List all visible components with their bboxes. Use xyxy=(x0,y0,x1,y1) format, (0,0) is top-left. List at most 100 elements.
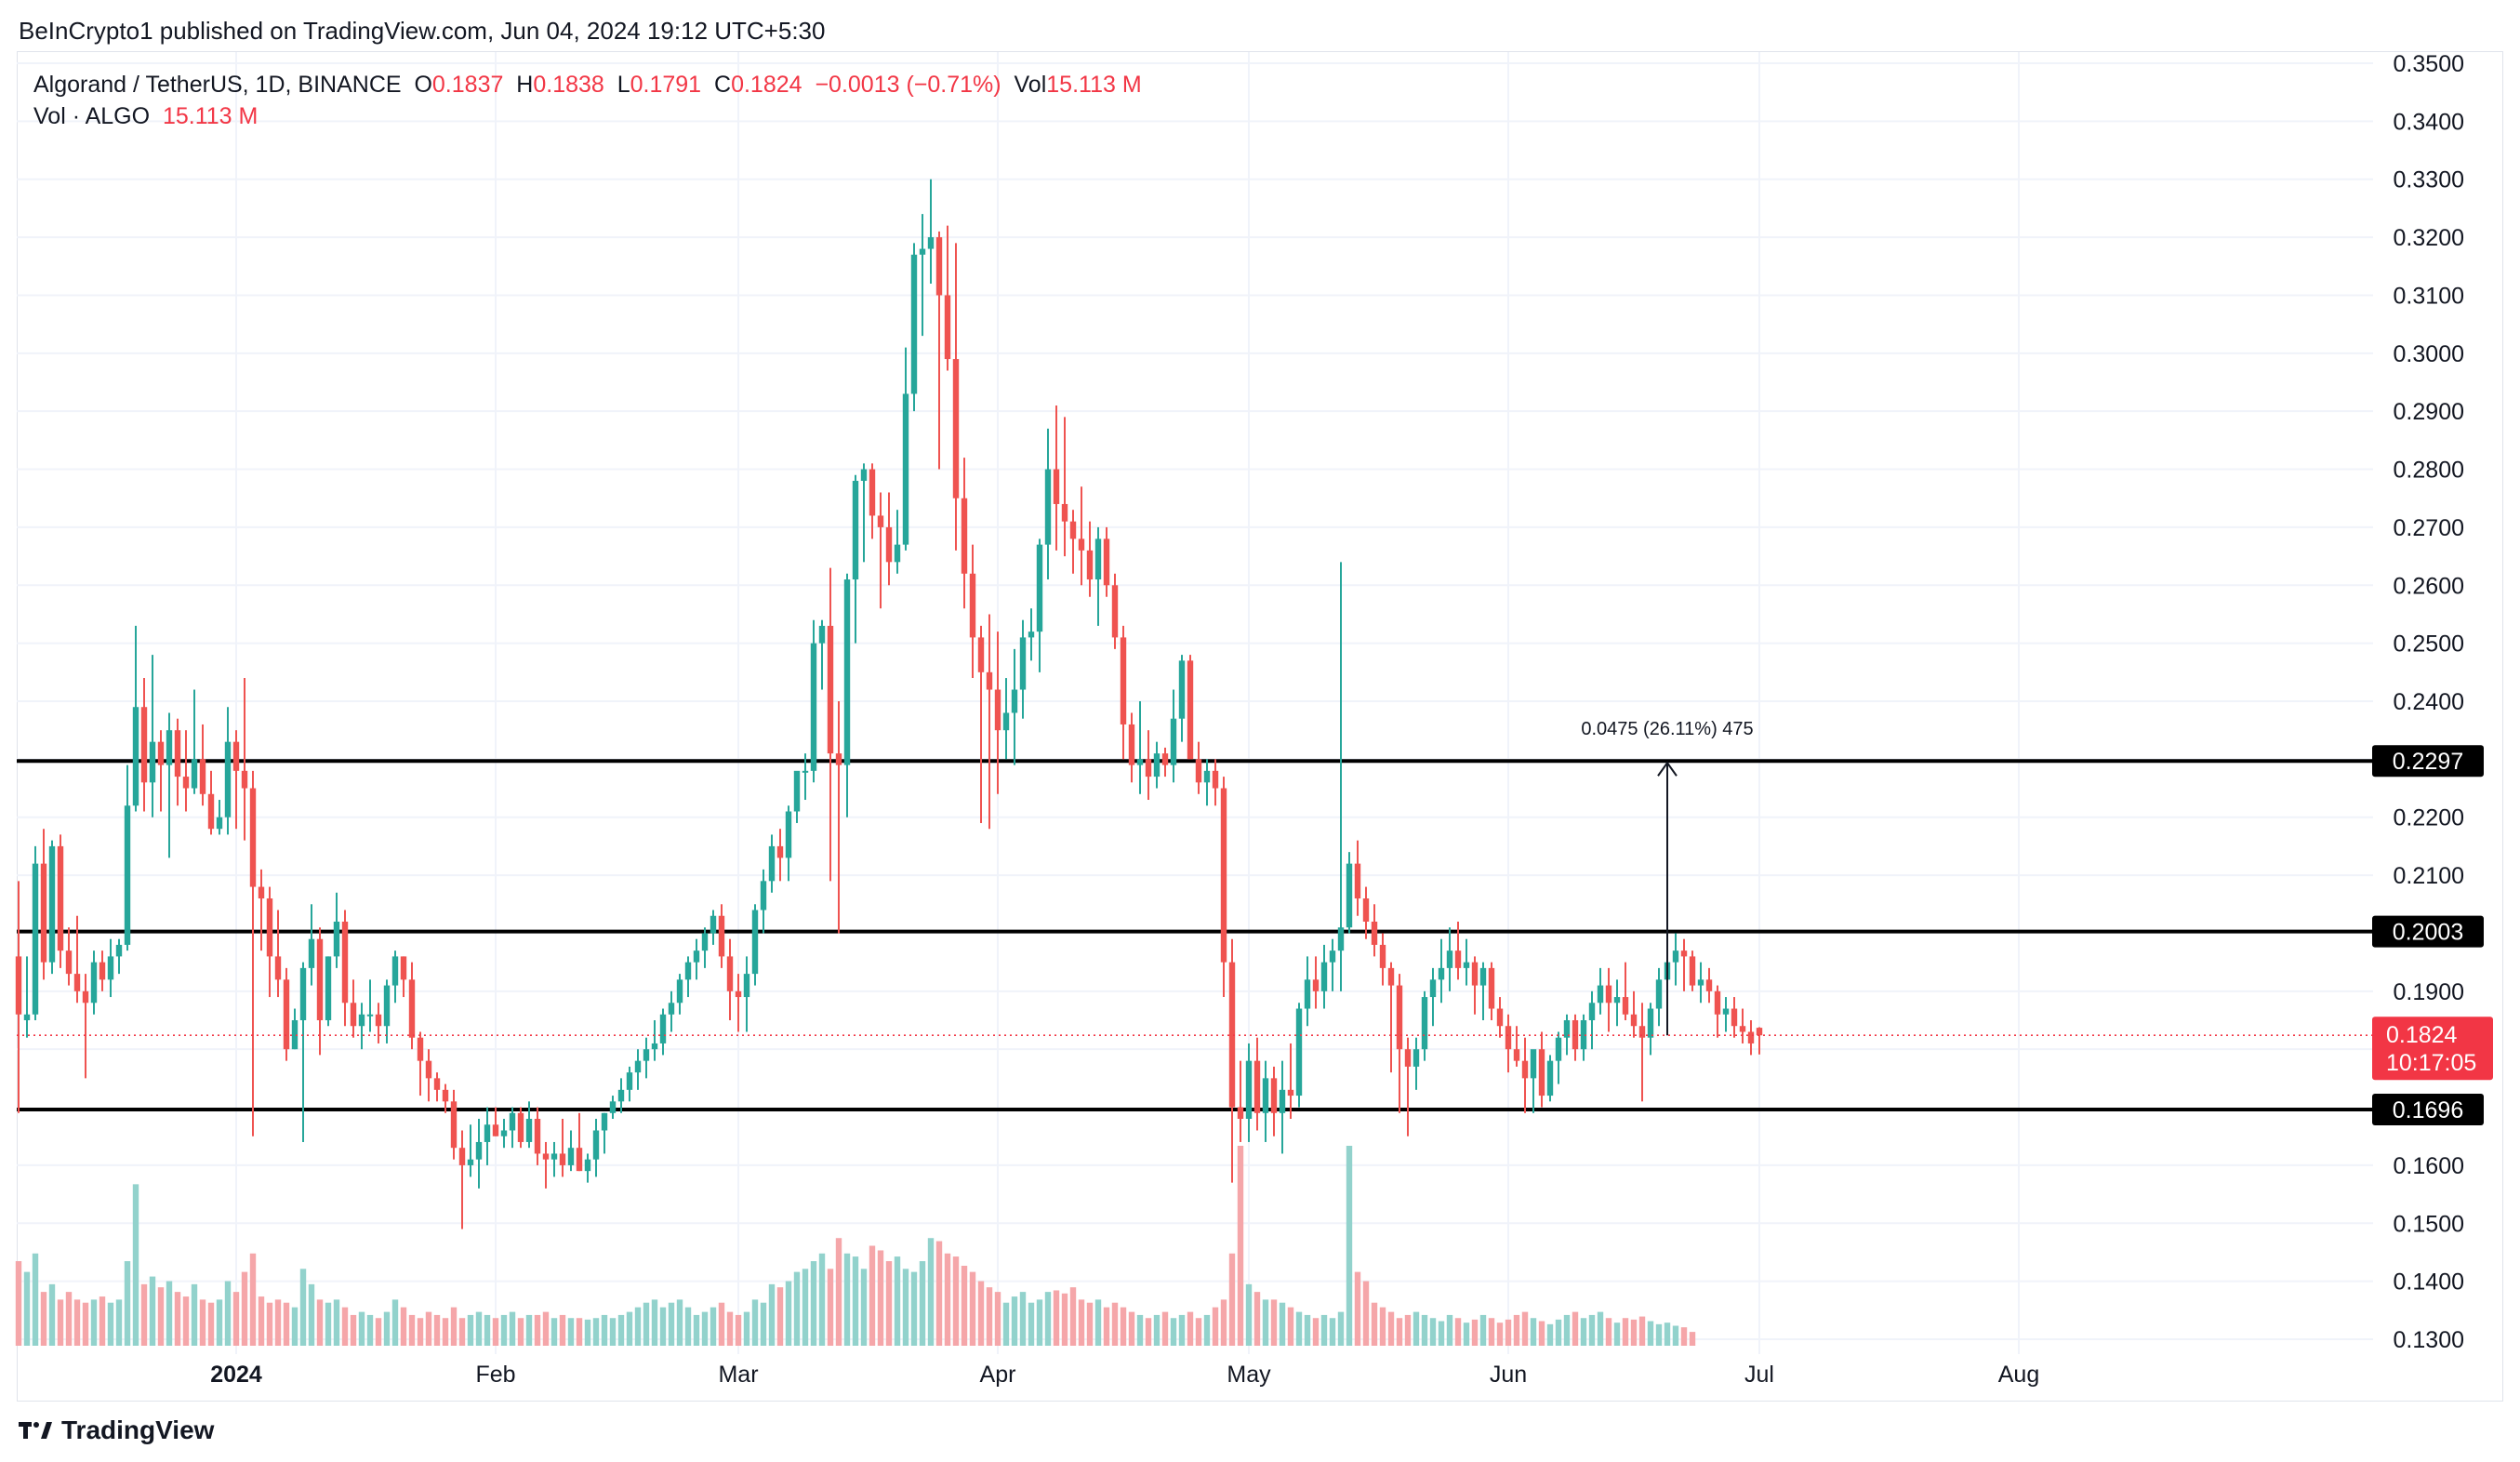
candle-body xyxy=(994,689,1001,731)
volume-bar xyxy=(935,1241,943,1346)
candle xyxy=(1312,956,1320,1009)
candle-body xyxy=(1538,1049,1545,1096)
symbol-title[interactable]: Algorand / TetherUS, 1D, BINANCE xyxy=(33,72,402,98)
volume-bar xyxy=(1304,1314,1311,1346)
change-value: −0.0013 (−0.71%) xyxy=(815,72,1001,98)
candle xyxy=(1136,701,1144,794)
volume-bar xyxy=(1028,1302,1035,1346)
volume-bar xyxy=(751,1299,759,1346)
volume-bar xyxy=(73,1299,81,1346)
volume-bar xyxy=(1396,1318,1403,1346)
volume-bar xyxy=(458,1318,466,1346)
volume-bar xyxy=(1530,1318,1537,1346)
candle xyxy=(877,492,884,609)
candle xyxy=(157,730,165,812)
candle xyxy=(1195,741,1202,794)
candle-body xyxy=(90,962,98,1003)
candle-body xyxy=(124,805,131,945)
volume-bar xyxy=(32,1253,39,1346)
axis-layer: 0.3500 0.3400 0.3300 0.3200 0.3100 0.3000 0.29… xyxy=(210,51,2493,1388)
volume-bar xyxy=(341,1307,349,1346)
candle-body xyxy=(1739,1026,1746,1032)
candle-body xyxy=(266,898,273,957)
candle-body xyxy=(793,770,801,812)
candle-body xyxy=(818,625,826,644)
candle-body xyxy=(1471,962,1479,986)
candle xyxy=(1220,777,1227,998)
candle-body xyxy=(1329,950,1336,963)
volume-bar xyxy=(48,1283,56,1346)
candle xyxy=(1747,1020,1755,1056)
overlay-layer: 0.0475 (26.11%) 475 xyxy=(17,719,2373,1037)
volume-bar xyxy=(668,1302,675,1346)
volume-bar xyxy=(1605,1318,1612,1346)
candle-body xyxy=(191,759,198,789)
candle-body xyxy=(919,248,926,255)
volume-bar xyxy=(82,1302,89,1346)
volume-bar xyxy=(1253,1292,1261,1346)
candle xyxy=(517,1107,524,1149)
volume-bar xyxy=(986,1287,993,1346)
volume-bar xyxy=(676,1299,683,1346)
volume-bar xyxy=(1471,1319,1479,1346)
volume-bar xyxy=(643,1302,650,1346)
candle-body xyxy=(1086,550,1094,580)
candle-body xyxy=(1028,631,1035,638)
volume-bar xyxy=(802,1269,809,1346)
y-tick-label: 0.2800 xyxy=(2394,458,2464,484)
candle-body xyxy=(1638,1026,1646,1038)
y-tick-label: 0.3100 xyxy=(2394,283,2464,309)
volume-bar xyxy=(1128,1311,1135,1346)
candle xyxy=(852,474,859,644)
candle-body xyxy=(1463,962,1470,968)
volume-bar xyxy=(23,1271,31,1346)
level-layer xyxy=(17,759,2381,1112)
volume-bar xyxy=(1019,1292,1027,1346)
candle-body xyxy=(1287,1089,1294,1096)
candle-body xyxy=(1647,1008,1654,1038)
candle-body xyxy=(1488,967,1495,1009)
volume-bar xyxy=(768,1283,776,1346)
candle-body xyxy=(1002,712,1010,731)
candle-body xyxy=(559,1153,566,1165)
candle xyxy=(1346,852,1353,934)
y-tick-label: 0.3000 xyxy=(2394,341,2464,367)
volume-bar xyxy=(977,1281,985,1346)
candle xyxy=(1061,417,1068,557)
volume-bar xyxy=(157,1287,165,1346)
candle-body xyxy=(567,1148,575,1165)
volume-bar xyxy=(333,1299,340,1346)
candle xyxy=(1053,405,1060,551)
footer-brand-label: TradingView xyxy=(61,1415,215,1444)
candle-body xyxy=(1438,967,1445,980)
volume-bar xyxy=(366,1314,374,1346)
x-tick-label: Aug xyxy=(1998,1362,2039,1388)
candle xyxy=(986,614,993,830)
candle xyxy=(961,458,968,609)
candle xyxy=(584,1153,591,1183)
candle-body xyxy=(827,625,834,754)
candle xyxy=(902,347,909,551)
footer-brand[interactable]: TradingView xyxy=(19,1415,214,1445)
volume-bar xyxy=(1488,1318,1495,1346)
chart-legend: Algorand / TetherUS, 1D, BINANCE O0.1837… xyxy=(33,69,1142,132)
volume-layer xyxy=(15,1146,1696,1346)
volume-bar xyxy=(1463,1322,1470,1346)
candle xyxy=(1680,938,1688,991)
candle xyxy=(1295,1003,1303,1108)
candle xyxy=(743,956,750,1032)
candle-body xyxy=(299,967,307,1020)
candle xyxy=(467,1124,474,1177)
candle xyxy=(793,770,801,823)
y-tick-label: 0.1300 xyxy=(2394,1327,2464,1353)
volume-bar xyxy=(1329,1318,1336,1346)
candle-body xyxy=(65,950,73,975)
volume-series-label[interactable]: Vol · ALGO xyxy=(33,103,151,129)
candle xyxy=(1279,1060,1286,1154)
measurement-label: 0.0475 (26.11%) 475 xyxy=(1581,719,1753,739)
x-tick-label: Mar xyxy=(718,1362,758,1388)
candle-body xyxy=(710,915,717,934)
volume-bar xyxy=(1371,1302,1378,1346)
candle-body xyxy=(216,817,223,830)
